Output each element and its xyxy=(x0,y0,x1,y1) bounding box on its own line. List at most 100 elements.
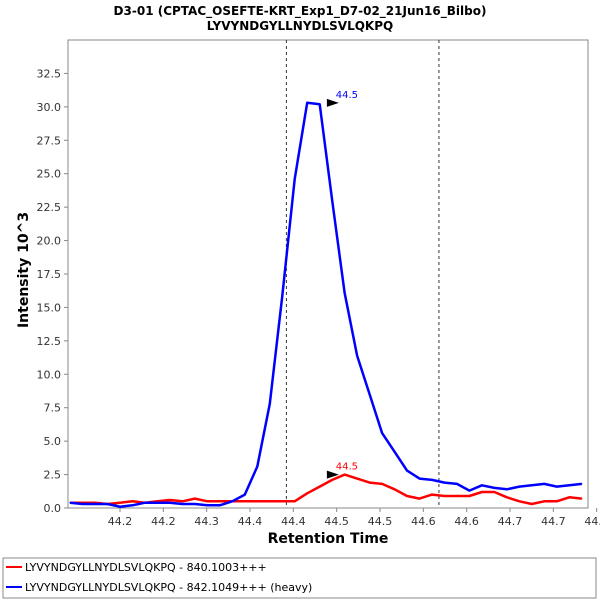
data-point xyxy=(468,495,471,497)
data-point xyxy=(156,502,159,504)
y-tick-label: 2.5 xyxy=(44,469,62,482)
legend: LYVYNDGYLLNYDLSVLQKPQ - 840.1003+++ LYVY… xyxy=(2,557,597,599)
data-point xyxy=(531,503,533,505)
y-tick-label: 5.0 xyxy=(44,435,62,448)
data-point xyxy=(169,499,171,501)
data-point xyxy=(206,500,208,502)
data-point xyxy=(531,484,533,486)
data-point xyxy=(256,465,258,468)
data-point xyxy=(306,492,308,494)
data-point xyxy=(219,500,221,502)
data-point xyxy=(493,491,495,493)
data-point xyxy=(456,483,458,485)
data-point xyxy=(181,503,183,505)
data-point xyxy=(369,481,371,484)
data-point xyxy=(106,503,109,505)
legend-box xyxy=(2,557,597,599)
y-tick-label: 30.0 xyxy=(37,101,62,114)
data-point xyxy=(443,481,446,484)
data-point xyxy=(418,498,421,500)
x-tick-label: 44.6 xyxy=(411,515,436,528)
data-point xyxy=(81,503,84,505)
x-axis-label: Retention Time xyxy=(268,531,389,547)
data-point xyxy=(319,486,321,488)
data-point xyxy=(581,498,583,500)
data-point xyxy=(581,483,583,485)
data-point xyxy=(344,473,346,476)
data-point xyxy=(506,496,508,498)
data-point xyxy=(144,502,146,504)
y-tick-label: 22.5 xyxy=(37,201,62,214)
peak-marker-light xyxy=(326,470,339,479)
series-line-heavy xyxy=(69,101,582,508)
peak-label-light: 44.5 xyxy=(336,462,358,473)
data-point xyxy=(256,500,258,502)
data-point xyxy=(568,484,570,486)
y-tick-label: 20.0 xyxy=(37,235,62,248)
x-tick-label: 44.7 xyxy=(541,515,566,528)
data-point xyxy=(269,403,271,405)
peak-label-heavy: 44.5 xyxy=(336,90,358,101)
y-tick-label: 27.5 xyxy=(37,134,62,147)
data-point xyxy=(206,504,208,506)
data-point xyxy=(319,103,321,105)
data-point xyxy=(443,495,446,497)
data-point xyxy=(281,296,283,298)
x-tick-label: 44.5 xyxy=(324,515,349,528)
data-point xyxy=(431,479,433,481)
data-point xyxy=(406,495,408,497)
data-point xyxy=(381,432,383,434)
data-point xyxy=(456,495,458,497)
data-point xyxy=(131,500,134,502)
data-point xyxy=(294,178,296,180)
chart-subtitle: LYVYNDGYLLNYDLSVLQKPQ xyxy=(207,19,393,33)
data-point xyxy=(169,502,171,504)
legend-label-light: LYVYNDGYLLNYDLSVLQKPQ - 840.1003+++ xyxy=(25,561,267,574)
data-point xyxy=(556,486,558,488)
data-point xyxy=(181,500,183,502)
data-point xyxy=(119,502,121,504)
chart-title: D3-01 (CPTAC_OSEFTE-KRT_Exp1_D7-02_21Jun… xyxy=(114,4,487,19)
y-tick-label: 10.0 xyxy=(37,368,62,381)
y-tick-label: 32.5 xyxy=(37,67,62,80)
data-point xyxy=(331,479,333,481)
data-point xyxy=(556,500,558,502)
y-tick-label: 0.0 xyxy=(44,502,62,515)
data-point xyxy=(481,491,483,493)
data-point xyxy=(393,451,396,453)
data-point xyxy=(406,469,408,472)
data-point xyxy=(518,500,520,502)
data-point xyxy=(393,488,396,490)
data-point xyxy=(543,483,545,485)
x-tick-label: 44.8 xyxy=(584,515,600,528)
data-point xyxy=(281,500,283,502)
data-point xyxy=(194,503,196,505)
data-point xyxy=(506,488,508,490)
data-point xyxy=(94,503,96,505)
x-tick-label: 44.7 xyxy=(498,515,523,528)
data-point xyxy=(131,504,134,506)
x-tick-label: 44.2 xyxy=(151,515,176,528)
data-point xyxy=(568,496,570,498)
y-tick-label: 12.5 xyxy=(37,335,62,348)
data-point xyxy=(518,486,520,488)
plot-area xyxy=(67,39,589,509)
data-point xyxy=(431,494,433,496)
data-point xyxy=(69,502,71,504)
data-point xyxy=(244,494,246,496)
y-tick-label: 15.0 xyxy=(37,301,62,314)
data-point xyxy=(344,292,346,294)
x-tick-label: 44.6 xyxy=(454,515,479,528)
y-axis-label: Intensity 10^3 xyxy=(16,212,32,328)
peak-marker-heavy xyxy=(326,98,339,107)
y-tick-label: 17.5 xyxy=(37,268,62,281)
y-tick-label: 7.5 xyxy=(44,402,62,415)
data-point xyxy=(356,477,358,480)
data-point xyxy=(493,487,495,489)
x-tick-label: 44.2 xyxy=(108,515,133,528)
x-tick-label: 44.3 xyxy=(194,515,219,528)
legend-label-heavy: LYVYNDGYLLNYDLSVLQKPQ - 842.1049+++ (hea… xyxy=(25,581,312,594)
x-tick-label: 44.5 xyxy=(368,515,393,528)
data-point xyxy=(543,500,545,502)
y-tick-label: 25.0 xyxy=(37,168,62,181)
